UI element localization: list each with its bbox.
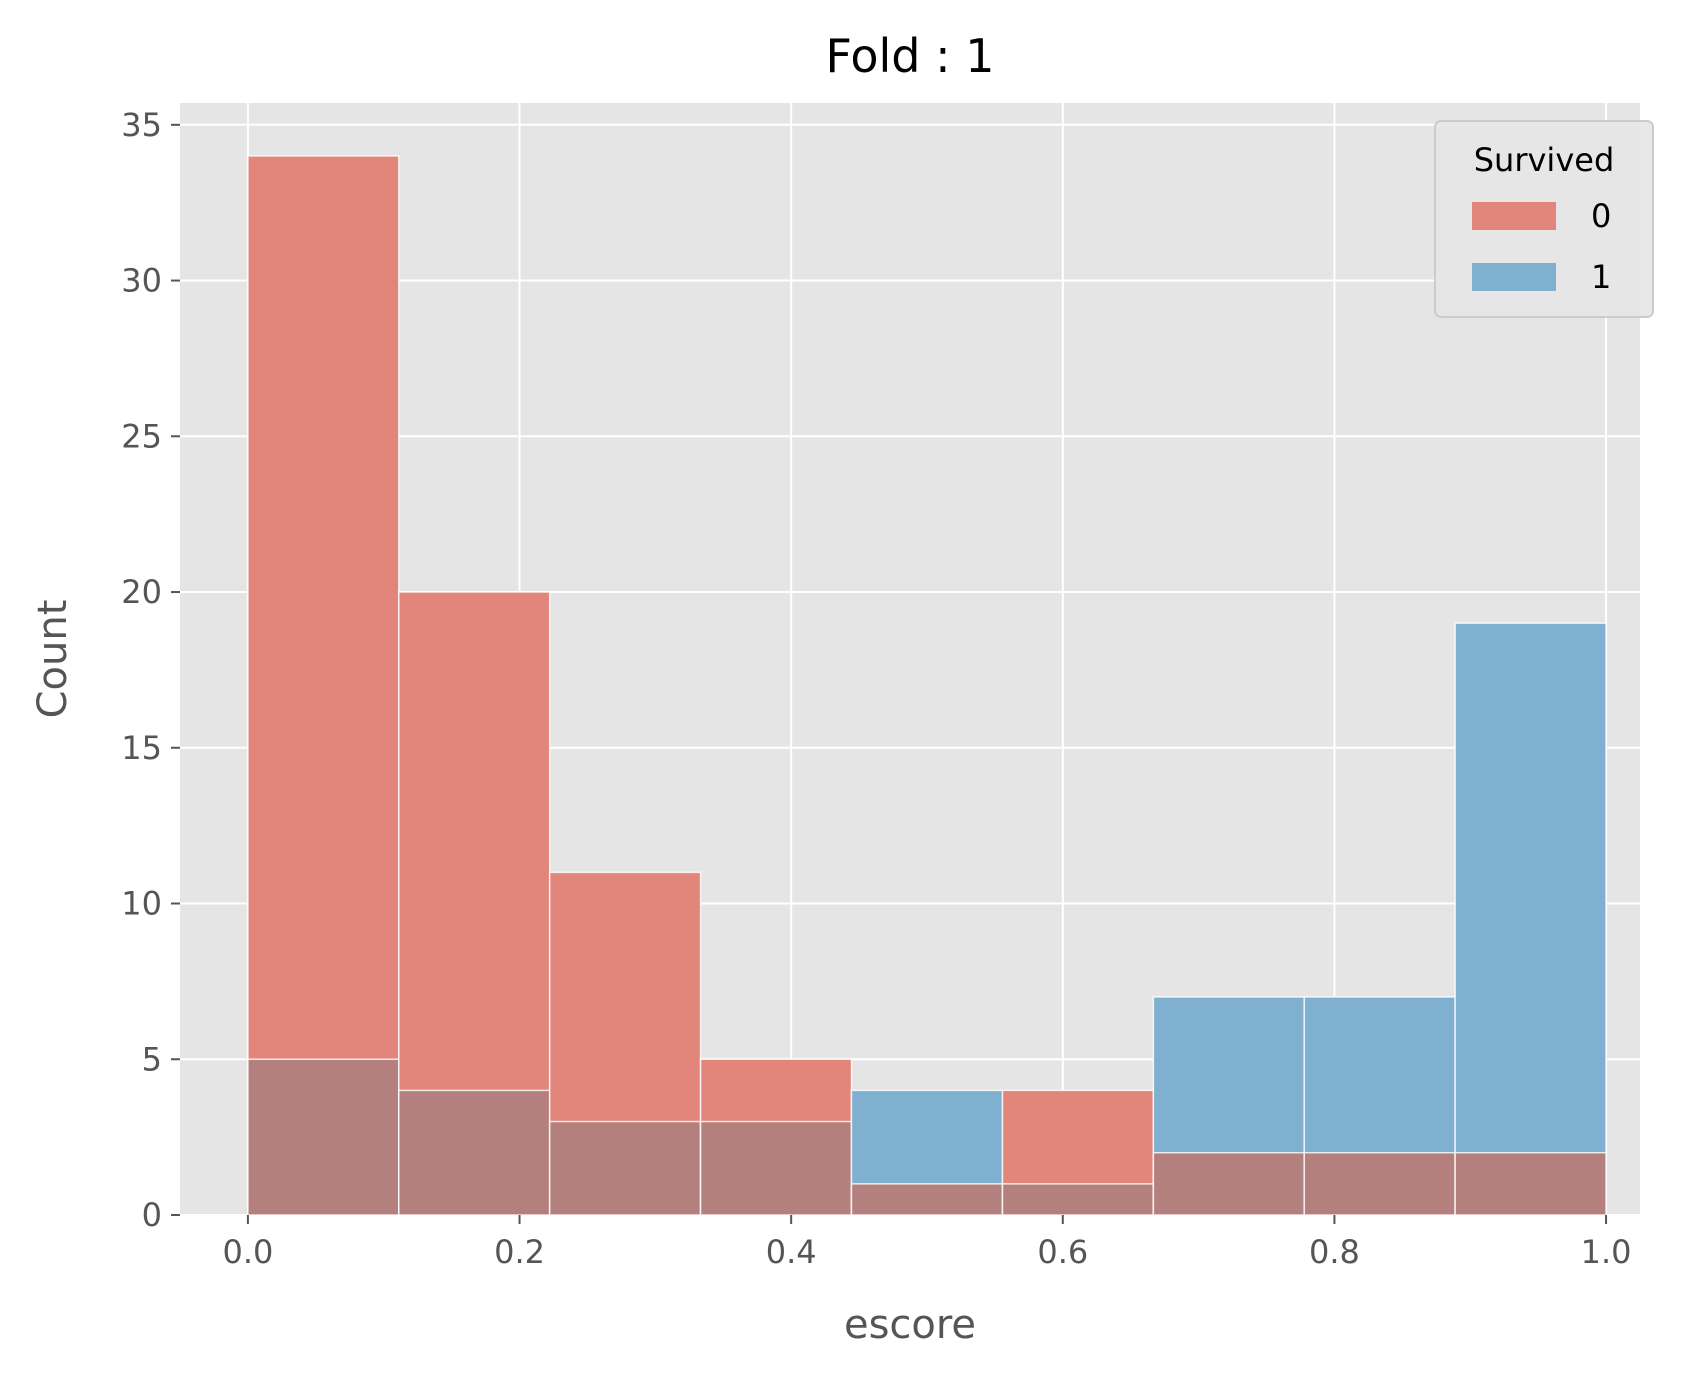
legend-title: Survived	[1474, 141, 1615, 179]
x-axis-label: escore	[844, 1302, 976, 1348]
y-tick-label: 35	[121, 106, 162, 144]
bar-survived-1	[699, 1120, 853, 1216]
y-tick-label: 15	[121, 729, 162, 767]
bar-survived-0	[1152, 1151, 1306, 1216]
x-tick-label: 0.6	[1037, 1233, 1088, 1271]
legend-label-0: 0	[1591, 197, 1611, 235]
x-tick-label: 0.2	[494, 1233, 545, 1271]
y-tick-label: 0	[142, 1196, 162, 1234]
y-tick-label: 30	[121, 262, 162, 300]
legend-swatch-1	[1472, 263, 1556, 291]
x-tick-label: 0.0	[222, 1233, 273, 1271]
legend-label-1: 1	[1591, 258, 1611, 296]
y-tick-label: 25	[121, 417, 162, 455]
legend-swatch-0	[1472, 202, 1556, 230]
y-tick-label: 5	[142, 1040, 162, 1078]
bar-survived-1	[398, 1089, 551, 1216]
y-tick-label: 20	[121, 573, 162, 611]
bar-survived-1	[1454, 622, 1607, 1216]
x-tick-label: 0.4	[766, 1233, 817, 1271]
bar-survived-0	[1303, 1151, 1456, 1216]
y-axis-label: Count	[30, 600, 76, 719]
x-tick-label: 0.8	[1309, 1233, 1360, 1271]
legend: Survived 0 1	[1434, 120, 1654, 318]
bar-survived-1	[1001, 1183, 1155, 1216]
bar-survived-1	[247, 1058, 400, 1216]
bar-survived-1	[548, 1120, 702, 1216]
bar-survived-0	[247, 155, 400, 1216]
x-axis-ticks: 0.0 0.2 0.4 0.6 0.8 1.0	[222, 1215, 1631, 1271]
bar-survived-0	[1454, 1151, 1607, 1216]
x-tick-label: 1.0	[1581, 1233, 1632, 1271]
y-tick-label: 10	[121, 885, 162, 923]
bars	[247, 155, 1607, 1216]
bar-survived-0	[850, 1183, 1004, 1216]
chart-title: Fold : 1	[826, 29, 995, 83]
y-axis-ticks: 0 5 10 15 20 25 30 35	[121, 106, 180, 1234]
